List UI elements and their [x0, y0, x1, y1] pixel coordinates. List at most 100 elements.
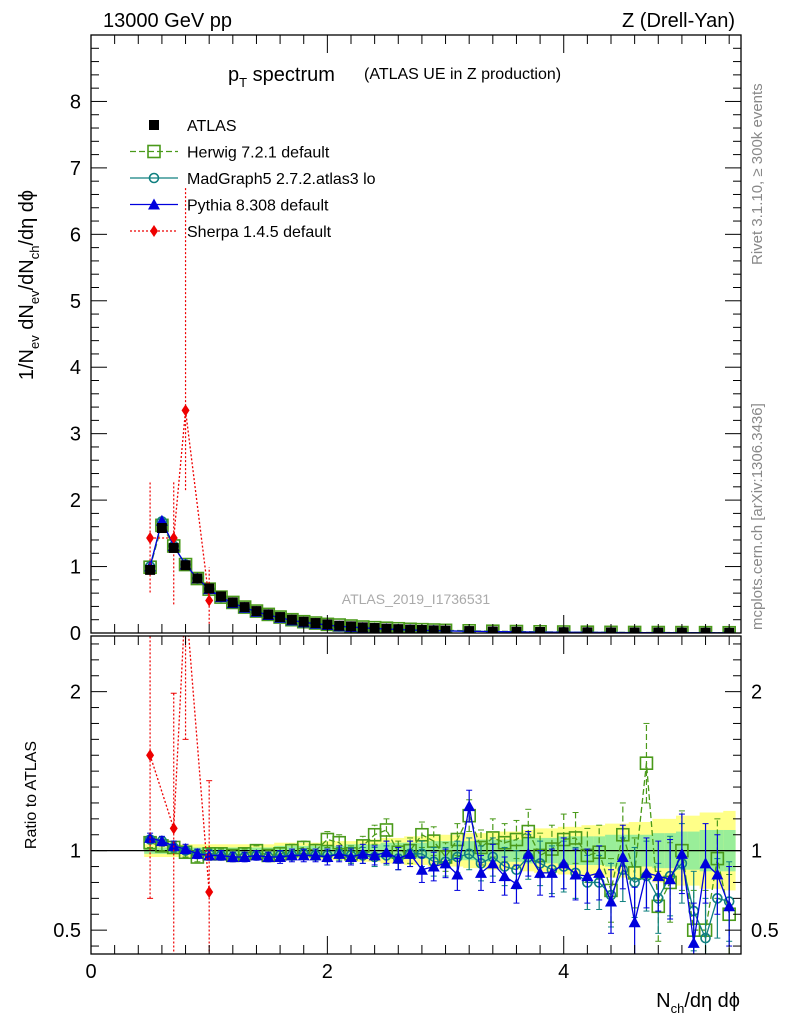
ratio-point-pythia-8-308-default [274, 851, 287, 863]
ratio-point-sherpa-1-4-5-default [169, 822, 178, 835]
ratio-y-tick-label-right: 0.5 [751, 920, 779, 942]
legend-label-pythia-8-308-default: Pythia 8.308 default [187, 198, 329, 215]
ratio-point-herwig-7-2-1-default [639, 756, 654, 771]
ratio-point-pythia-8-308-default [356, 847, 369, 859]
y-axis-label-ratio: Ratio to ATLAS [23, 741, 40, 849]
legend-marker-herwig-7-2-1-default [147, 144, 161, 159]
main-point-atlas [357, 622, 368, 633]
main-point-atlas [239, 602, 250, 613]
ratio-point-pythia-8-308-default [262, 851, 275, 863]
ratio-point-pythia-8-308-default [238, 851, 251, 863]
main-line-pythia-8-308-default [149, 518, 730, 633]
ratio-point-herwig-7-2-1-default [568, 831, 583, 845]
ratio-point-pythia-8-308-default [415, 863, 428, 875]
ratio-point-pythia-8-308-default [675, 847, 688, 859]
ratio-point-pythia-8-308-default [297, 849, 310, 861]
ratio-point-pythia-8-308-default [522, 847, 535, 859]
ratio-point-sherpa-1-4-5-default [182, 590, 190, 602]
ratio-y-tick-label: 2 [70, 682, 81, 704]
legend-label-sherpa-1-4-5-default: Sherpa 1.4.5 default [187, 224, 332, 241]
ratio-point-pythia-8-308-default [155, 835, 168, 847]
plot-subtitle: (ATLAS UE in Z production) [364, 66, 561, 83]
ratio-point-sherpa-1-4-5-default [205, 885, 214, 898]
y-axis-label-main: 1/Nev dNev/dNch/dη dϕ [16, 190, 42, 380]
ratio-point-pythia-8-308-default [557, 857, 570, 869]
main-y-tick-label: 1 [70, 557, 81, 579]
main-plot-area [143, 187, 736, 633]
ratio-point-pythia-8-308-default [475, 866, 487, 878]
x-tick-label: 4 [558, 961, 569, 983]
ratio-point-pythia-8-308-default [569, 868, 582, 880]
main-point-atlas [227, 597, 238, 608]
main-point-sherpa-1-4-5-default [205, 594, 214, 607]
ratio-point-pythia-8-308-default [404, 847, 417, 859]
ratio-point-pythia-8-308-default [687, 936, 700, 948]
legend-label-madgraph5-2-7-2-atlas3-lo: MadGraph5 2.7.2.atlas3 lo [187, 171, 376, 188]
ratio-point-pythia-8-308-default [640, 866, 653, 878]
ratio-point-pythia-8-308-default [427, 860, 440, 872]
ratio-point-pythia-8-308-default [463, 800, 476, 812]
ratio-point-pythia-8-308-default [534, 866, 547, 878]
legend-marker-atlas [149, 120, 159, 130]
main-point-atlas [428, 625, 439, 633]
legend: ATLAS Herwig 7.2.1 default MadGraph5 2.7.2… [130, 118, 376, 241]
main-point-sherpa-1-4-5-default [181, 404, 190, 417]
legend-label-herwig-7-2-1-default: Herwig 7.2.1 default [187, 145, 330, 162]
main-frame [90, 34, 742, 634]
ratio-point-pythia-8-308-default [333, 847, 346, 859]
main-line-herwig-7-2-1-default [149, 523, 730, 633]
main-point-atlas [263, 609, 274, 620]
ratio-point-pythia-8-308-default [581, 870, 594, 882]
header-left: 13000 GeV pp [103, 10, 232, 32]
ratio-y-tick-label-right: 2 [751, 682, 762, 704]
main-point-sherpa-1-4-5-default [169, 531, 178, 544]
main-point-atlas [405, 624, 416, 633]
ratio-frame [90, 635, 742, 955]
legend-label-atlas: ATLAS [187, 118, 237, 135]
main-y-tick-label: 8 [70, 91, 81, 113]
main-y-tick-label: 3 [70, 424, 81, 446]
main-point-atlas [168, 542, 179, 553]
ratio-point-pythia-8-308-default [368, 849, 381, 861]
ratio-point-pythia-8-308-default [345, 851, 357, 863]
main-y-tick-label: 2 [70, 490, 81, 512]
ratio-point-pythia-8-308-default [451, 868, 464, 880]
ratio-point-pythia-8-308-default [498, 870, 511, 882]
rivet-label: Rivet 3.1.10, ≥ 300k events [749, 83, 766, 265]
ratio-point-herwig-7-2-1-default [509, 832, 524, 847]
main-point-pythia-8-308-default [155, 514, 168, 526]
ratio-point-pythia-8-308-default [392, 852, 405, 864]
ratio-point-pythia-8-308-default [215, 849, 227, 861]
ratio-point-pythia-8-308-default [380, 846, 393, 858]
legend-marker-madgraph5-2-7-2-atlas3-lo [148, 172, 160, 184]
x-tick-label: 0 [85, 961, 96, 983]
main-point-atlas [156, 523, 167, 534]
ratio-point-pythia-8-308-default [711, 868, 724, 880]
ratio-plot-area [143, 590, 736, 954]
header-right: Z (Drell-Yan) [622, 10, 735, 32]
plot-title: pT spectrum [228, 64, 335, 90]
main-point-atlas [251, 606, 262, 617]
main-y-tick-label: 4 [70, 357, 81, 379]
legend-marker-sherpa-1-4-5-default [150, 225, 158, 237]
main-line-madgraph5-2-7-2-atlas3-lo [149, 519, 730, 633]
main-point-atlas [381, 623, 392, 633]
main-point-sherpa-1-4-5-default [146, 531, 155, 544]
ratio-point-madgraph5-2-7-2-atlas3-lo [463, 848, 475, 860]
main-point-atlas [275, 612, 286, 623]
main-y-tick-label: 7 [70, 158, 81, 180]
analysis-watermark: ATLAS_2019_I1736531 [342, 591, 491, 607]
ratio-point-pythia-8-308-default [167, 839, 180, 851]
main-y-tick-label: 5 [70, 291, 81, 313]
ratio-point-pythia-8-308-default [699, 857, 712, 869]
axes: 0 1 2 3 4 5 6 7 8 0.5 0.5 1 1 2 2 0 2 4 [53, 34, 779, 983]
main-point-atlas [192, 573, 203, 584]
main-point-atlas [298, 616, 309, 627]
ratio-y-tick-label-right: 1 [751, 841, 762, 863]
main-point-atlas [145, 564, 156, 575]
mcplots-label: mcplots.cern.ch [arXiv:1306.3436] [749, 403, 766, 630]
main-y-tick-label: 0 [70, 623, 81, 645]
main-point-atlas [216, 591, 226, 602]
ratio-point-pythia-8-308-default [439, 857, 452, 869]
